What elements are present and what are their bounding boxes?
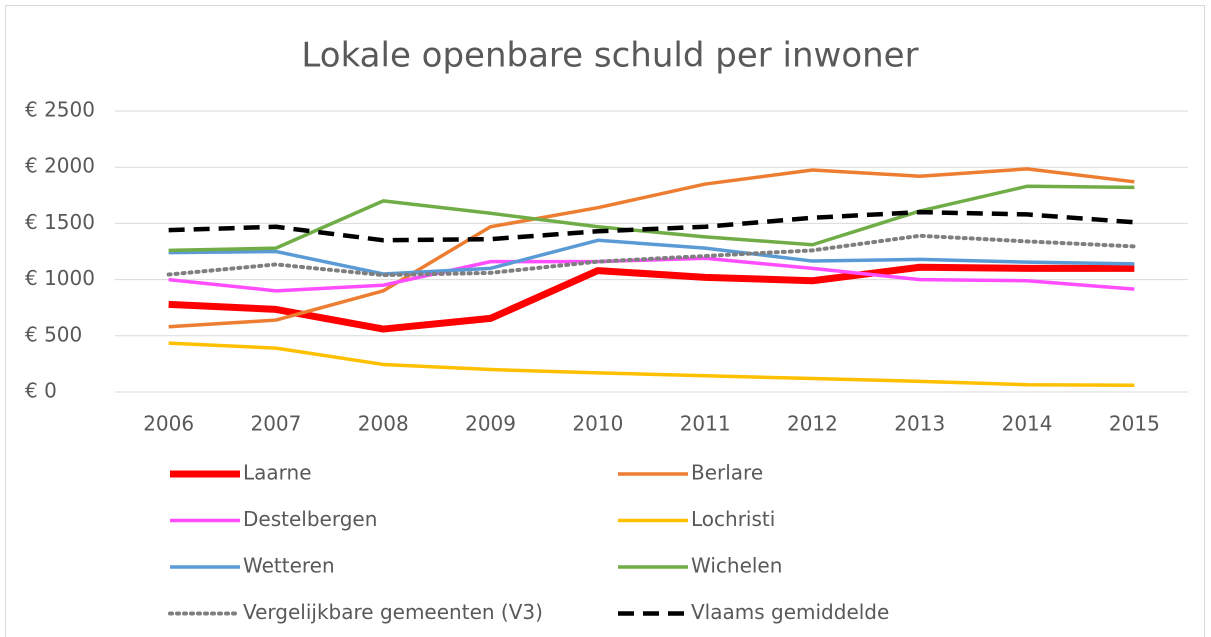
x-tick-label: 2008 xyxy=(358,412,409,436)
x-tick-label: 2009 xyxy=(465,412,516,436)
x-tick-label: 2013 xyxy=(894,412,945,436)
chart-title: Lokale openbare schuld per inwoner xyxy=(301,36,918,76)
line-series xyxy=(168,341,1135,388)
legend-label: Lochristi xyxy=(691,507,775,531)
line-series xyxy=(168,263,1135,333)
line-series xyxy=(166,233,1137,278)
legend-label: Vergelijkbare gemeenten (V3) xyxy=(243,600,543,624)
line-series xyxy=(168,209,1135,243)
x-tick-label: 2007 xyxy=(250,412,301,436)
y-tick-label: € 500 xyxy=(25,322,82,346)
x-tick-label: 2015 xyxy=(1109,412,1160,436)
chart-border xyxy=(5,5,1205,637)
y-tick-label: € 1000 xyxy=(25,266,95,290)
line-series xyxy=(168,238,1135,276)
legend-label: Vlaams gemiddelde xyxy=(691,600,889,624)
y-tick-label: € 1500 xyxy=(25,210,95,234)
x-tick-label: 2011 xyxy=(680,412,731,436)
line-series xyxy=(168,184,1135,253)
x-tick-label: 2014 xyxy=(1002,412,1053,436)
y-tick-label: € 2000 xyxy=(25,154,95,178)
x-tick-label: 2006 xyxy=(143,412,194,436)
x-tick-label: 2012 xyxy=(787,412,838,436)
legend-label: Berlare xyxy=(691,461,763,485)
legend-label: Laarne xyxy=(243,461,312,485)
y-tick-label: € 2500 xyxy=(25,98,95,122)
y-tick-label: € 0 xyxy=(25,379,57,403)
legend-label: Destelbergen xyxy=(243,507,377,531)
legend-label: Wetteren xyxy=(243,554,335,578)
legend-label: Wichelen xyxy=(691,554,782,578)
x-tick-label: 2010 xyxy=(572,412,623,436)
line-series xyxy=(168,167,1135,329)
